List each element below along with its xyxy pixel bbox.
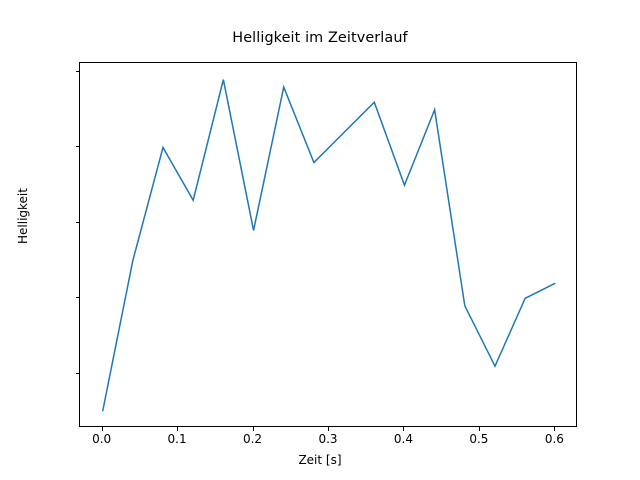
x-tick-mark-0.1: [177, 427, 179, 431]
y-tick-mark-200: [75, 71, 79, 73]
x-tick-mark-0.4: [403, 427, 405, 431]
x-tick-label-0.2: 0.2: [242, 432, 263, 446]
x-tick-mark-0.5: [478, 427, 480, 431]
x-tick-label-0.5: 0.5: [469, 432, 489, 446]
plot-area: [79, 62, 577, 427]
y-tick-mark-190: [75, 146, 79, 148]
x-tick-label-0.6: 0.6: [544, 432, 564, 446]
y-tick-mark-180: [75, 221, 79, 223]
x-tick-mark-0.6: [554, 427, 556, 431]
x-tick-label-0.0: 0.0: [92, 432, 112, 446]
chart-title: Helligkeit im Zeitverlauf: [232, 30, 408, 46]
x-tick-mark-0.2: [252, 427, 254, 431]
y-tick-mark-170: [75, 297, 79, 299]
y-axis-label: Helligkeit: [16, 188, 30, 244]
x-axis-label: Zeit [s]: [298, 453, 342, 467]
x-tick-mark-0.0: [101, 427, 103, 431]
series-helligkeit-line: [101, 79, 556, 412]
x-tick-mark-0.3: [328, 427, 329, 431]
x-tick-label-0.1: 0.1: [167, 432, 187, 446]
x-tick-label-0.4: 0.4: [393, 432, 413, 446]
data-line-series: [101, 79, 556, 412]
x-tick-label-0.3: 0.3: [318, 432, 338, 446]
y-tick-mark-160: [75, 372, 79, 374]
